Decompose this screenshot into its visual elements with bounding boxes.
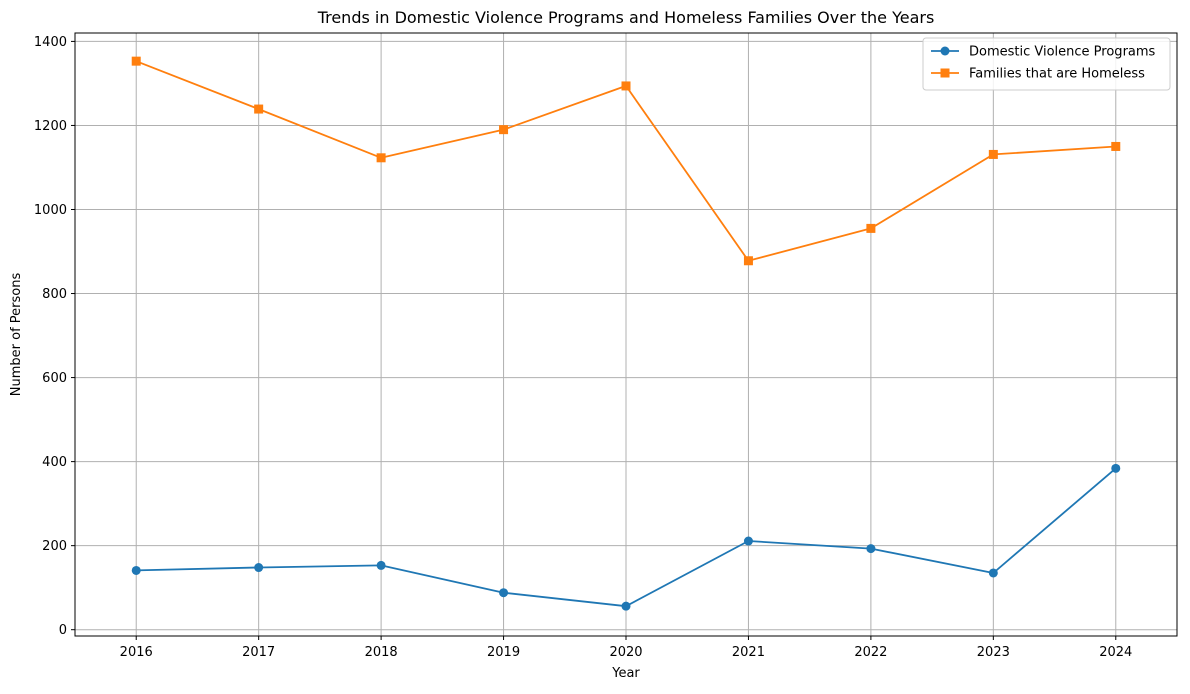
- series-1: [131, 56, 1121, 266]
- y-axis-label: Number of Persons: [9, 273, 24, 397]
- legend-label: Families that are Homeless: [969, 67, 1145, 82]
- data-point: [988, 149, 998, 159]
- series-group: [131, 56, 1121, 611]
- axis-ticks: 2016 2017 2018 2019 2020 2021 2022 2023 2024 0 200…: [34, 35, 1132, 660]
- data-point: [1111, 463, 1121, 473]
- x-tick-label: 2020: [609, 645, 642, 660]
- chart-title: Trends in Domestic Violence Programs and…: [317, 8, 935, 27]
- legend-marker: [940, 46, 950, 56]
- legend-box: [922, 37, 1171, 91]
- x-tick-label: 2024: [1099, 645, 1132, 660]
- data-point: [499, 588, 509, 598]
- x-tick-label: 2019: [487, 645, 520, 660]
- legend: Domestic Violence Programs Families that …: [922, 37, 1171, 91]
- data-point: [254, 563, 264, 573]
- data-point: [866, 223, 876, 233]
- data-point: [1111, 141, 1121, 151]
- legend-marker: [940, 68, 950, 78]
- y-tick-label: 800: [42, 287, 67, 302]
- y-tick-label: 1000: [34, 203, 67, 218]
- x-tick-label: 2021: [732, 645, 765, 660]
- data-point: [988, 568, 998, 578]
- y-tick-label: 1200: [34, 119, 67, 134]
- x-axis-label: Year: [611, 666, 640, 681]
- legend-label: Domestic Violence Programs: [969, 45, 1156, 60]
- data-point: [743, 536, 753, 546]
- data-point: [254, 104, 264, 114]
- series-0: [131, 463, 1121, 611]
- y-tick-label: 1400: [34, 35, 67, 50]
- x-tick-label: 2017: [242, 645, 275, 660]
- legend-item: Families that are Homeless: [931, 67, 1145, 82]
- y-tick-label: 200: [42, 539, 67, 554]
- data-point: [743, 256, 753, 266]
- data-point: [621, 601, 631, 611]
- legend-item: Domestic Violence Programs: [931, 45, 1156, 60]
- x-tick-label: 2023: [977, 645, 1010, 660]
- data-point: [376, 560, 386, 570]
- data-point: [621, 81, 631, 91]
- data-point: [866, 544, 876, 554]
- y-tick-label: 0: [59, 623, 67, 638]
- x-tick-label: 2018: [365, 645, 398, 660]
- data-point: [131, 565, 141, 575]
- x-tick-label: 2016: [120, 645, 153, 660]
- data-point: [131, 56, 141, 66]
- data-point: [376, 153, 386, 163]
- grid: [75, 33, 1177, 636]
- data-point: [499, 125, 509, 135]
- y-tick-label: 600: [42, 371, 67, 386]
- y-tick-label: 400: [42, 455, 67, 470]
- x-tick-label: 2022: [854, 645, 887, 660]
